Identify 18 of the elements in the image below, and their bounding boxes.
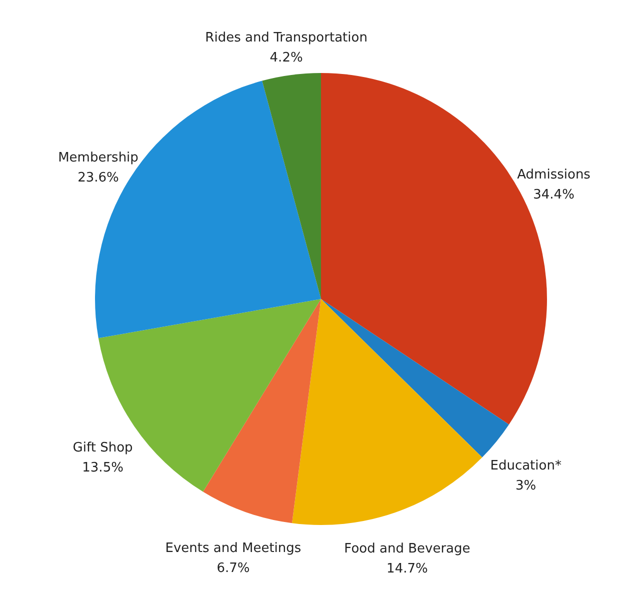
- pie-slice: [262, 73, 321, 299]
- pie-slice: [321, 299, 509, 458]
- slice-label: Rides and Transportation: [205, 30, 368, 46]
- slice-label: Membership: [58, 150, 138, 166]
- data-label: 14.7%: [386, 562, 428, 577]
- slice-label: Admissions: [517, 167, 591, 182]
- data-label: 23.6%: [78, 170, 119, 186]
- slice-label: Food and Beverage: [344, 542, 470, 557]
- pie-slice: [203, 299, 321, 524]
- data-label: 6.7%: [216, 560, 250, 576]
- data-label: 13.5%: [82, 460, 124, 476]
- data-label: 3%: [516, 478, 536, 494]
- data-label: 34.4%: [533, 187, 574, 202]
- pie-slice: [292, 299, 482, 525]
- slice-label: Gift Shop: [72, 440, 133, 456]
- slice-label: Education*: [490, 458, 562, 474]
- data-label: 4.2%: [270, 50, 303, 66]
- slice-label: Events and Meetings: [165, 540, 302, 556]
